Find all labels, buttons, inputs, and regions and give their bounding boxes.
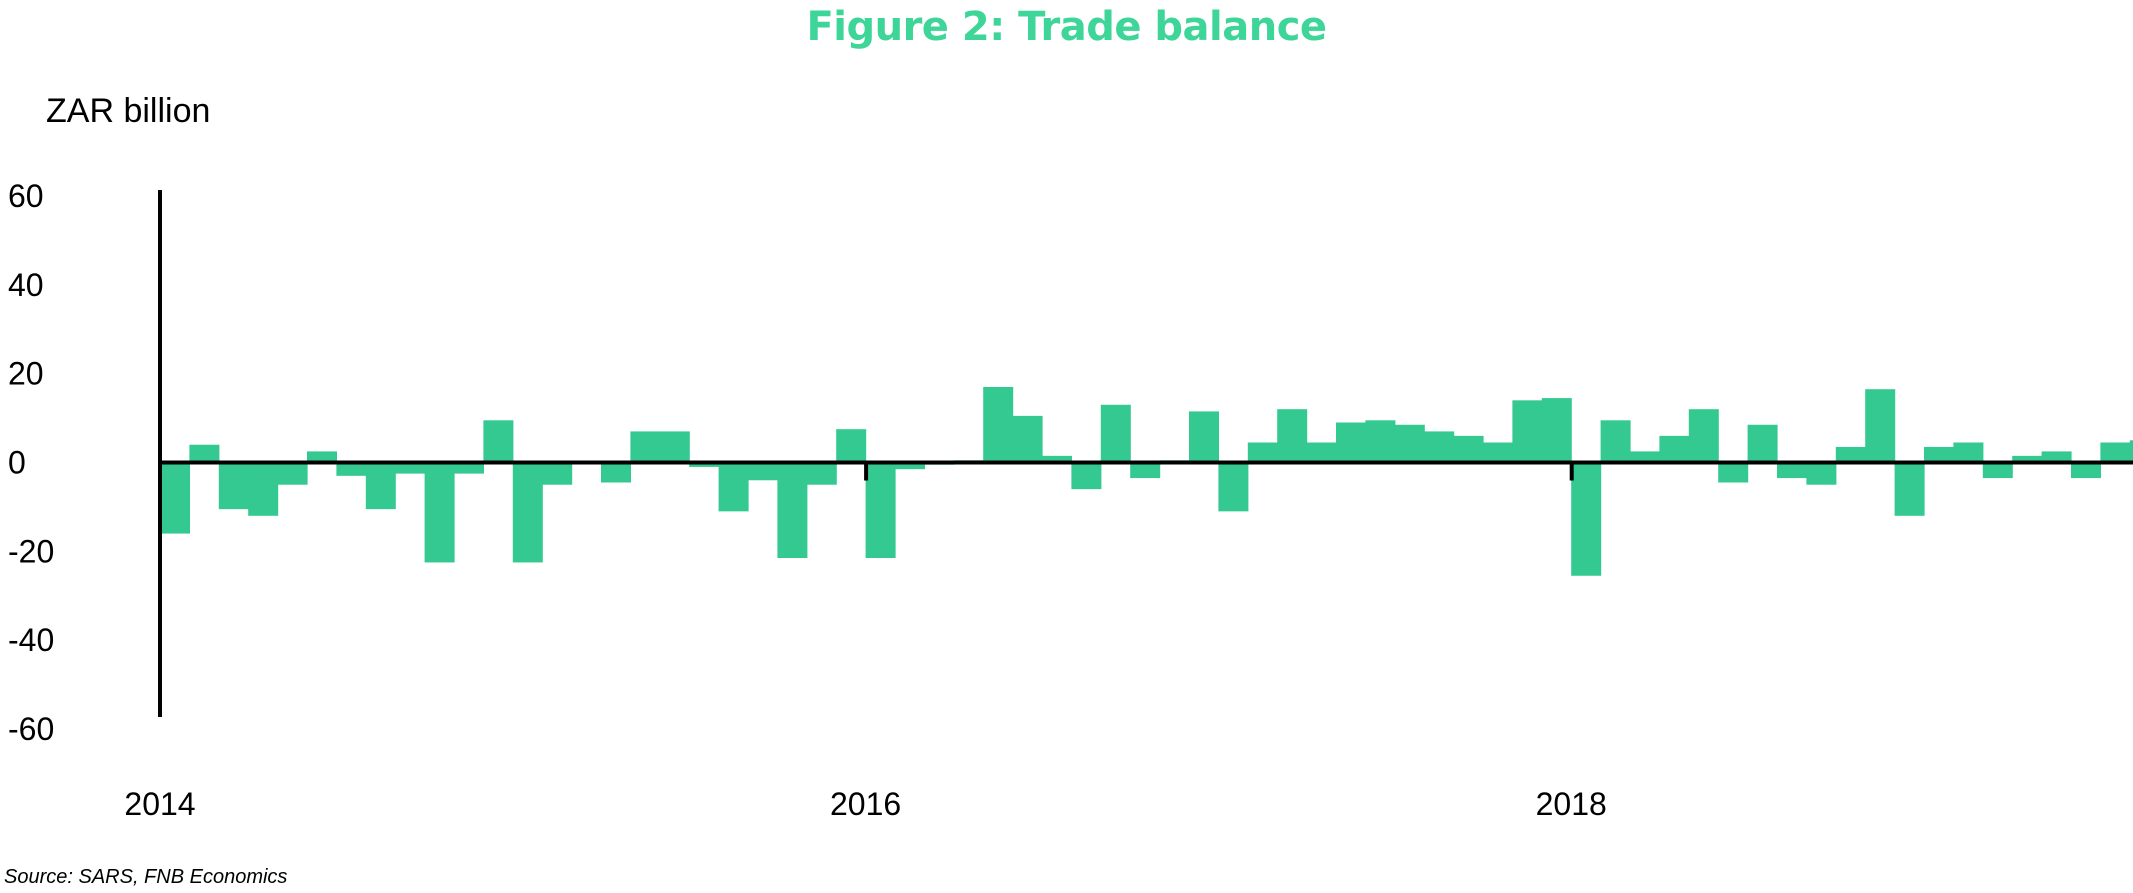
bar [1718,462,1749,483]
bar [630,431,661,463]
bar [395,462,426,474]
bar [2012,455,2043,463]
bar [1630,451,1660,463]
bar [777,462,808,558]
y-tick-label: 40 [8,267,44,303]
source-note: Source: SARS, FNB Economics [4,866,288,888]
bar [2071,462,2101,479]
bar [1688,409,1719,463]
bar [542,462,573,485]
bar [1777,462,1807,479]
bar [1365,420,1396,463]
bar [1189,411,1219,463]
x-tick-label: 2016 [830,786,901,822]
bar [1512,400,1543,463]
bar [836,429,867,463]
y-tick-label: 60 [8,178,44,214]
bar [1218,462,1249,512]
y-tick-label: 20 [8,356,44,392]
bar [1600,420,1631,463]
bar-series [160,386,2133,576]
y-tick-label: 0 [8,445,26,481]
y-tick-labels: 60 40 20 0 -20 -40 -60 [8,178,54,747]
bar [189,444,220,463]
x-tick-label: 2018 [1536,786,1607,822]
bar [1483,442,1513,463]
bar [424,462,455,563]
bar [454,462,484,474]
bar [512,462,543,563]
bar [659,431,690,463]
bar [1806,462,1837,485]
bar [2041,451,2072,463]
bar [865,462,896,558]
bar [1042,455,1072,463]
bar [601,462,631,483]
y-tick-label: -40 [8,622,54,658]
bar [806,462,837,485]
y-tick-label: -60 [8,711,54,747]
bar [160,462,190,534]
bar [2100,442,2131,463]
bar [1394,424,1425,463]
bar [1453,435,1484,463]
bar [277,462,308,485]
bar [1277,409,1308,463]
bar [1953,442,1984,463]
bar [218,462,249,510]
bar [1130,462,1161,479]
bar [248,462,279,516]
bar [1071,462,1102,490]
bar [1659,435,1690,463]
x-tick-label: 2014 [124,786,195,822]
bar [2129,440,2133,463]
bar [307,451,337,463]
bar [1865,389,1896,463]
chart-axes [158,190,2133,717]
bar [748,462,778,481]
chart-title: Figure 2: Trade balance [806,4,1327,50]
bar [1336,422,1366,463]
y-tick-label: -20 [8,533,54,569]
bar [983,386,1014,463]
bar [895,462,925,470]
bar [1982,462,2013,479]
bar [1012,415,1043,463]
x-tick-labels: 201420162018202020222024 [124,786,1607,822]
bar [1894,462,1925,516]
bar [1100,404,1131,463]
bar [718,462,749,512]
bar [689,462,720,467]
bar [1571,462,1602,576]
bar [365,462,396,510]
bar [483,420,514,463]
bar [1835,446,1866,463]
y-axis-unit-label: ZAR billion [46,92,211,130]
bar [1747,424,1778,463]
bar [1306,442,1337,463]
bar [1247,442,1278,463]
bar [1424,431,1455,463]
bar [336,462,367,476]
bar [1924,446,1954,463]
bar [1541,398,1572,463]
